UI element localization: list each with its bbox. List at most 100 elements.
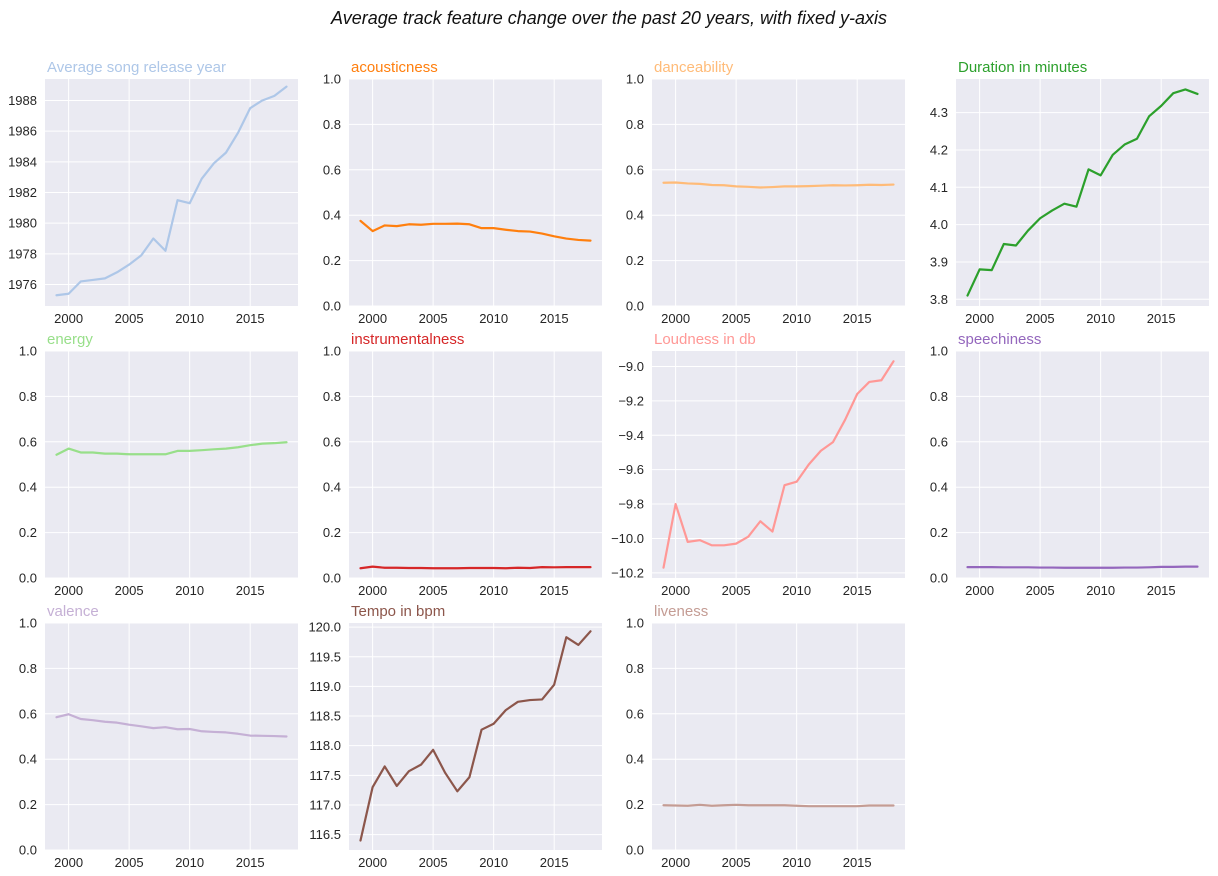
data-point	[68, 293, 70, 295]
subplot-8: 0.0 0.2 0.4 0.6 0.8 1.0 2000 2005 2010 2015 speech…	[930, 331, 1209, 598]
y-tick-label: 0.2	[19, 525, 37, 540]
y-tick-label: 0.4	[323, 480, 341, 495]
data-point	[68, 713, 70, 715]
data-point	[1148, 566, 1150, 568]
y-tick-label: 0.8	[323, 117, 341, 132]
data-point	[1112, 154, 1114, 156]
data-point	[832, 441, 834, 443]
data-point	[396, 225, 398, 227]
data-point	[128, 724, 130, 726]
data-point	[783, 484, 785, 486]
data-point	[408, 223, 410, 225]
series-line	[662, 803, 895, 808]
x-tick-label: 2010	[175, 311, 204, 326]
data-point	[285, 735, 287, 737]
subplot-5: 0.0 0.2 0.4 0.6 0.8 1.0 2000 2005 2010 2015 energy	[19, 331, 298, 598]
data-point	[80, 280, 82, 282]
data-point	[480, 567, 482, 569]
y-tick-label: 0.0	[930, 571, 948, 586]
data-point	[493, 723, 495, 725]
x-tick-label: 2010	[175, 855, 204, 870]
series-line	[55, 85, 288, 297]
data-point	[140, 725, 142, 727]
data-point	[759, 804, 761, 806]
data-point	[273, 442, 275, 444]
data-point	[1160, 566, 1162, 568]
y-tick-label: 4.0	[930, 217, 948, 232]
data-point	[359, 220, 361, 222]
data-point	[1100, 567, 1102, 569]
y-tick-label: 0.8	[626, 661, 644, 676]
data-point	[687, 805, 689, 807]
y-tick-label: 1982	[8, 185, 37, 200]
data-point	[225, 448, 227, 450]
y-tick-label: 0.8	[19, 389, 37, 404]
x-tick-label: 2005	[1026, 311, 1055, 326]
data-point	[261, 735, 263, 737]
subplot-title: Tempo in bpm	[351, 603, 445, 620]
data-point	[285, 441, 287, 443]
series-line	[359, 630, 592, 842]
x-tick-label: 2000	[661, 583, 690, 598]
figure-suptitle: Average track feature change over the pa…	[331, 8, 887, 28]
data-point	[747, 804, 749, 806]
data-point	[152, 237, 154, 239]
data-point	[856, 805, 858, 807]
data-point	[408, 770, 410, 772]
series-line	[662, 360, 895, 569]
data-point	[1063, 567, 1065, 569]
data-point	[225, 731, 227, 733]
data-point	[80, 451, 82, 453]
data-point	[820, 450, 822, 452]
data-point	[808, 463, 810, 465]
y-tick-label: 0.6	[323, 434, 341, 449]
data-point	[80, 718, 82, 720]
data-point	[372, 566, 374, 568]
data-point	[577, 239, 579, 241]
y-tick-label: 120.0	[308, 620, 341, 635]
subplot-2: 0.0 0.2 0.4 0.6 0.8 1.0 2000 2005 2010 2015 acoust…	[323, 59, 602, 326]
data-point	[868, 804, 870, 806]
data-point	[480, 227, 482, 229]
data-point	[1027, 566, 1029, 568]
x-tick-label: 2000	[661, 311, 690, 326]
data-point	[152, 727, 154, 729]
data-point	[201, 730, 203, 732]
series-line	[662, 181, 895, 189]
data-point	[468, 776, 470, 778]
x-tick-label: 2005	[722, 583, 751, 598]
data-point	[104, 721, 106, 723]
x-tick-label: 2015	[843, 855, 872, 870]
y-tick-label: 0.8	[626, 117, 644, 132]
y-tick-label: 4.2	[930, 142, 948, 157]
y-tick-label: 0.6	[626, 706, 644, 721]
y-tick-label: −9.4	[618, 428, 644, 443]
y-tick-label: 4.1	[930, 180, 948, 195]
data-point	[1015, 566, 1017, 568]
plot-area	[349, 351, 602, 578]
y-tick-label: 0.8	[323, 389, 341, 404]
data-point	[699, 539, 701, 541]
data-point	[979, 566, 981, 568]
data-point	[711, 805, 713, 807]
y-tick-label: 1.0	[323, 344, 341, 359]
data-point	[237, 446, 239, 448]
data-point	[1112, 567, 1114, 569]
x-tick-label: 2010	[782, 855, 811, 870]
data-point	[771, 530, 773, 532]
data-point	[892, 804, 894, 806]
data-point	[116, 453, 118, 455]
data-point	[832, 805, 834, 807]
data-point	[249, 734, 251, 736]
y-tick-label: 0.6	[19, 434, 37, 449]
subplot-title: Average song release year	[47, 59, 226, 76]
y-tick-label: 0.2	[626, 253, 644, 268]
data-point	[699, 804, 701, 806]
data-point	[1075, 206, 1077, 208]
data-point	[225, 152, 227, 154]
data-point	[675, 503, 677, 505]
y-tick-label: 1980	[8, 216, 37, 231]
plot-area	[45, 351, 298, 578]
data-point	[1136, 138, 1138, 140]
data-point	[565, 566, 567, 568]
